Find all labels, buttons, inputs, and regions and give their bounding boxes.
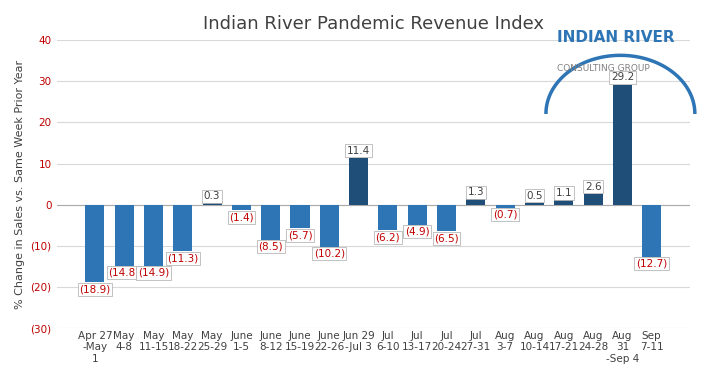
Text: (18.9): (18.9) bbox=[79, 284, 111, 294]
Text: 11.4: 11.4 bbox=[347, 146, 370, 156]
Bar bbox=[554, 200, 573, 205]
Bar bbox=[496, 205, 515, 208]
Bar bbox=[466, 199, 485, 205]
Bar bbox=[613, 85, 632, 205]
Bar bbox=[261, 205, 280, 240]
Text: 29.2: 29.2 bbox=[611, 72, 634, 83]
Text: 0.5: 0.5 bbox=[526, 191, 543, 200]
Text: (14.9): (14.9) bbox=[138, 268, 169, 278]
Text: (8.5): (8.5) bbox=[259, 242, 283, 252]
Bar bbox=[525, 202, 544, 205]
Bar bbox=[173, 205, 192, 251]
Text: (11.3): (11.3) bbox=[167, 253, 198, 263]
Bar bbox=[407, 205, 427, 225]
Bar bbox=[115, 205, 134, 266]
Bar bbox=[349, 158, 368, 205]
Text: (6.2): (6.2) bbox=[376, 232, 400, 242]
Text: (0.7): (0.7) bbox=[493, 210, 517, 219]
Bar bbox=[232, 205, 251, 210]
Bar bbox=[642, 205, 661, 257]
Text: (10.2): (10.2) bbox=[314, 249, 345, 258]
Bar bbox=[85, 205, 104, 282]
Text: (5.7): (5.7) bbox=[288, 230, 312, 240]
Text: 1.1: 1.1 bbox=[556, 188, 572, 198]
Title: Indian River Pandemic Revenue Index: Indian River Pandemic Revenue Index bbox=[203, 15, 544, 33]
Bar bbox=[202, 204, 221, 205]
Bar bbox=[320, 205, 339, 247]
Y-axis label: % Change in Sales vs. Same Week Prior Year: % Change in Sales vs. Same Week Prior Ye… bbox=[15, 60, 25, 309]
Bar bbox=[144, 205, 163, 266]
Text: 2.6: 2.6 bbox=[584, 182, 601, 192]
Text: 0.3: 0.3 bbox=[204, 191, 221, 201]
Text: (6.5): (6.5) bbox=[434, 233, 459, 243]
Bar bbox=[379, 205, 398, 230]
Text: INDIAN RIVER: INDIAN RIVER bbox=[557, 30, 675, 45]
Text: (4.9): (4.9) bbox=[405, 227, 429, 237]
Text: (14.8): (14.8) bbox=[109, 268, 140, 277]
Bar bbox=[584, 194, 603, 205]
Text: 1.3: 1.3 bbox=[467, 187, 484, 197]
Text: CONSULTING GROUP: CONSULTING GROUP bbox=[557, 64, 650, 74]
Bar bbox=[290, 205, 309, 228]
Text: (1.4): (1.4) bbox=[229, 213, 254, 222]
Bar bbox=[437, 205, 456, 231]
Text: (12.7): (12.7) bbox=[636, 259, 668, 269]
